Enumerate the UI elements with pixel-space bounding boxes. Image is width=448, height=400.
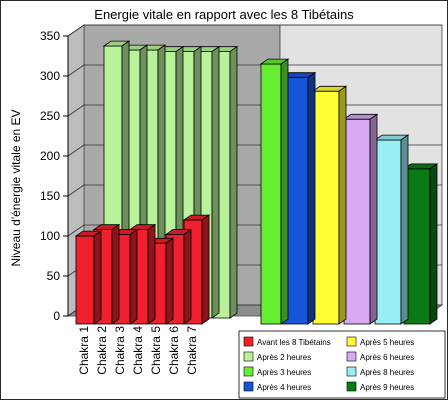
bar-5-0 [342,113,379,325]
legend-label: Après 8 heures [360,368,414,377]
bar-side [307,71,316,325]
gridline-side [67,64,85,77]
bar-front [75,235,95,325]
legend-label: Avant les 8 Tibétains [257,338,331,347]
bar-7-0 [402,163,439,325]
legend-swatch [346,336,357,347]
bar-0-0 [74,230,103,325]
y-tick-label: 0 [53,309,60,323]
gridline-side [67,184,85,197]
bar-0-6 [182,214,211,325]
x-axis: Chakra 1 Chakra 2 Chakra 3 Chakra 4 Chakra 5… [77,326,199,375]
x-tick-label: Chakra 6 [167,326,181,375]
y-tick-label: 200 [40,149,60,163]
bar-front [374,139,402,325]
bar-side [165,237,174,325]
x-tick-label: Chakra 3 [113,326,127,375]
bar-side [111,223,120,325]
legend-swatch [243,381,254,392]
legend-swatch [243,351,254,362]
legend-label: Après 2 heures [257,353,311,362]
legend-label: Après 5 heures [360,338,414,347]
gridline-side [67,224,85,237]
bar-side [369,113,378,325]
legend-swatch [346,366,357,377]
bar-side [201,214,210,325]
gridline-side [67,24,85,37]
y-tick-label: 250 [40,109,60,123]
x-tick-label: Chakra 1 [77,326,91,375]
bars-group [74,40,439,325]
bar-side [211,45,220,319]
y-tick-label: 100 [40,229,60,243]
legend-box [238,330,446,399]
y-tick-label: 50 [47,269,61,283]
bar-2-0 [259,58,290,325]
legend-swatch [243,366,254,377]
bar-side [229,45,238,319]
bar-side [147,223,156,325]
legend-label: Après 6 heures [360,353,414,362]
gridline-side [67,104,85,117]
bar-side [280,58,289,325]
chart-title: Energie vitale en rapport avec les 8 Tib… [94,7,354,22]
y-tick-label: 350 [40,29,60,43]
bar-front [343,118,371,325]
legend-label: Après 9 heures [360,383,414,392]
legend-swatch [346,381,357,392]
bar-4-0 [311,85,348,325]
x-tick-label: Chakra 7 [185,326,199,375]
x-tick-label: Chakra 2 [95,326,109,375]
x-tick-label: Chakra 5 [149,326,163,375]
bar-side [129,228,138,325]
x-tick-label: Chakra 4 [131,326,145,375]
y-axis: 0 50 100 150 200 250 300 350 [40,29,69,323]
y-tick-label: 150 [40,189,60,203]
bar-front [312,90,340,325]
bar-side [338,85,347,325]
legend-label: Après 3 heures [257,368,311,377]
gridline-side [67,144,85,157]
legend-swatch [243,336,254,347]
bar-side [183,228,192,325]
legend: Avant les 8 Tibétains Après 2 heures Après… [238,330,446,399]
bar-side [429,163,438,325]
bar-side [93,230,102,325]
bar-6-0 [373,134,410,325]
y-axis-label: Niveau d'énergie vitale en EV [9,109,23,266]
bar-side [400,134,409,325]
bar-front [260,63,282,325]
y-tick-label: 300 [40,69,60,83]
legend-swatch [346,351,357,362]
legend-label: Après 4 heures [257,383,311,392]
